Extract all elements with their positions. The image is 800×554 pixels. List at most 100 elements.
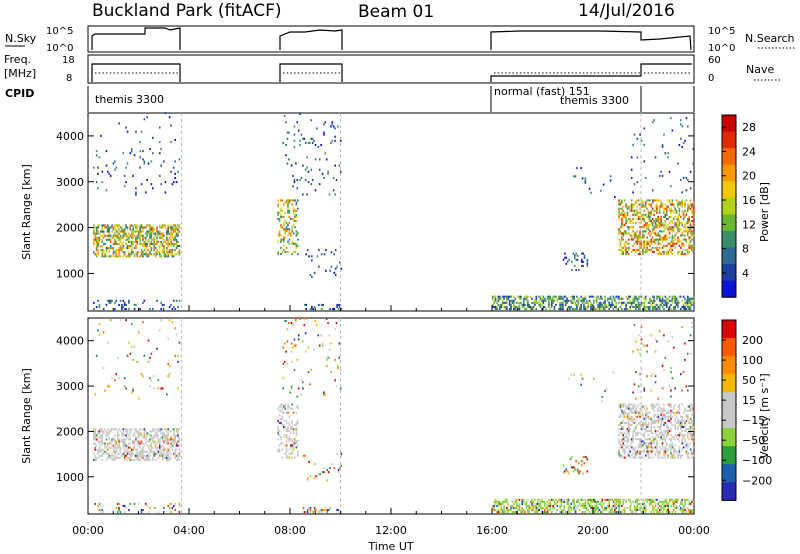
data-cell [171,321,174,324]
data-cell [123,456,126,459]
data-cell [630,403,633,406]
data-cell [671,500,674,503]
data-cell [165,452,168,455]
data-cell [573,373,575,376]
data-cell [174,242,177,245]
data-cell [668,405,671,408]
data-cell [576,305,578,309]
data-cell [646,411,648,414]
data-cell [670,203,672,206]
data-cell [656,403,658,406]
data-cell [649,308,651,311]
data-cell [677,228,679,231]
data-cell [584,506,587,510]
data-cell [677,428,679,431]
data-cell [330,371,332,374]
data-cell [559,295,561,298]
data-cell [671,301,674,304]
data-cell [139,454,141,457]
data-cell [319,509,322,512]
data-cell [121,230,123,233]
data-cell [633,209,636,212]
data-cell [682,434,685,437]
data-cell [661,434,664,437]
data-cell [574,175,577,178]
data-cell [559,303,561,306]
data-cell [100,230,102,233]
data-cell [132,440,134,443]
data-cell [143,434,146,437]
data-cell [625,405,627,408]
data-cell [161,224,164,227]
data-cell [588,187,591,190]
data-cell [685,248,688,251]
data-cell [97,504,99,507]
data-cell [672,228,675,231]
data-cell [678,230,681,233]
data-cell [151,228,154,231]
data-cell [158,452,161,455]
data-cell [671,454,674,457]
data-cell [496,500,498,503]
data-cell [157,232,160,235]
data-cell [636,500,639,503]
data-cell [667,199,669,202]
data-cell [679,123,682,126]
data-cell [143,444,146,447]
data-cell [639,407,641,410]
data-cell [95,154,98,157]
data-cell [632,421,634,424]
data-cell [130,232,133,235]
data-cell [163,442,165,445]
data-cell [157,446,160,449]
data-cell [684,139,686,142]
data-cell [573,175,575,178]
data-cell [642,502,644,505]
data-cell [633,428,636,431]
data-cell [623,438,626,441]
data-cell [667,409,669,412]
data-cell [100,454,102,457]
data-cell [177,170,179,173]
data-cell [564,252,566,255]
data-cell [654,209,657,212]
data-cell [306,479,309,482]
data-cell [616,295,619,298]
data-cell [518,509,521,512]
data-cell [688,428,690,431]
data-cell [164,456,167,459]
data-cell [632,191,634,194]
data-cell [628,432,630,435]
data-cell [657,220,660,223]
data-cell [550,498,553,501]
data-cell [671,415,674,418]
data-cell [295,446,298,449]
data-cell [672,205,675,208]
data-cell [663,413,665,416]
data-cell [654,240,657,243]
data-cell [691,428,693,431]
data-cell [313,509,316,512]
data-cell [135,247,137,250]
data-cell [658,297,661,300]
data-cell [539,502,542,505]
data-cell [93,228,95,231]
data-cell [576,167,578,170]
data-cell [506,305,508,309]
data-cell [679,308,682,311]
data-cell [323,391,325,394]
data-cell [615,511,618,514]
data-cell [128,251,130,254]
data-cell [576,258,579,261]
data-cell [504,305,507,309]
data-cell [646,444,648,447]
data-cell [175,444,178,447]
data-cell [629,209,632,212]
data-cell [560,308,563,311]
data-cell [121,432,123,435]
data-cell [136,242,139,245]
data-cell [167,375,169,378]
data-cell [513,303,515,306]
data-cell [635,500,637,503]
data-cell [643,224,646,227]
